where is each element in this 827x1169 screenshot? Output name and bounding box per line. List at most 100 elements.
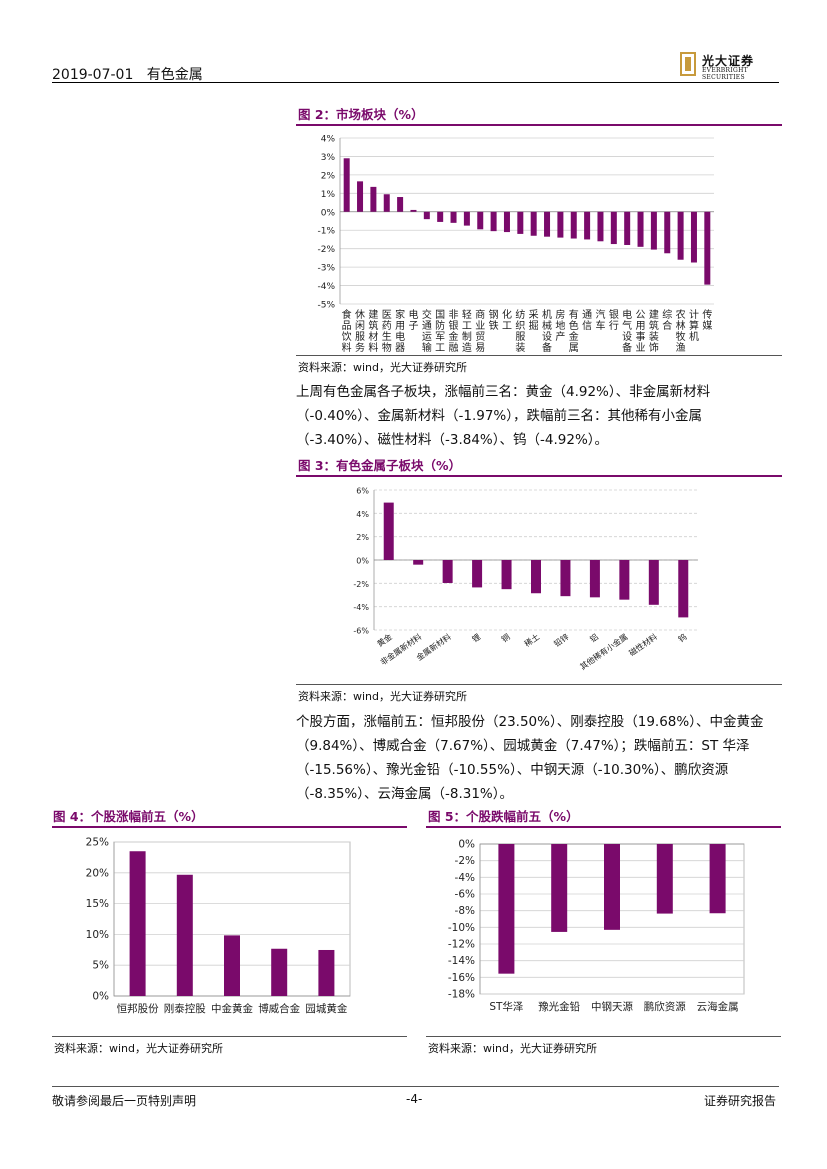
header-divider <box>52 82 779 83</box>
bar <box>597 211 604 242</box>
y-tick-label: -1% <box>317 227 335 237</box>
fig3-chart: 6%4%2%0%-2%-4%-6%黄金非金属新材料金属新材料锂铜稀土 铅锌 铝其他稀… <box>353 487 698 672</box>
bar <box>224 935 240 996</box>
bar <box>176 874 193 996</box>
report-date: 2019-07-01 <box>52 67 134 83</box>
bar <box>619 560 630 600</box>
bar <box>551 844 568 932</box>
bar <box>343 158 350 212</box>
bar <box>490 211 497 232</box>
bar <box>709 844 726 914</box>
y-tick-label: -4% <box>317 282 335 292</box>
y-tick-label: 0% <box>458 839 475 851</box>
fig3-title-rule <box>296 475 782 477</box>
x-category-label: 电气设备 <box>622 308 632 354</box>
x-category-label: 钨 <box>676 631 688 644</box>
logo-name: 光大证券 <box>702 54 755 68</box>
x-category-label: 公用事业 <box>636 310 646 354</box>
x-category-label: 食品饮料 <box>342 308 352 354</box>
bar <box>450 211 457 223</box>
bar <box>531 560 541 594</box>
x-category-label: 中金黄金 <box>211 1002 253 1015</box>
footer-page-number: -4- <box>406 1092 423 1106</box>
bar <box>624 211 631 245</box>
bar <box>437 211 444 222</box>
x-category-label: 纺织服装 <box>515 308 525 354</box>
x-category-label: 休闲服务 <box>355 309 365 354</box>
brand-logo: 光大证券 EVERBRIGHT SECURITIES <box>680 52 780 81</box>
y-tick-label: -4% <box>455 872 475 884</box>
paragraph-stocks: 个股方面，涨幅前五：恒邦股份（23.50%）、刚泰控股（19.68%）、中金黄金… <box>296 714 764 802</box>
x-category-label: 医药生物 <box>382 309 392 354</box>
footer-disclaimer: 敬请参阅最后一页特别声明 <box>52 1094 197 1108</box>
fig2-title: 图 2：市场板块（%） <box>298 107 424 122</box>
bar <box>442 560 453 583</box>
bar <box>397 197 404 212</box>
y-tick-label: 25% <box>86 837 109 849</box>
y-tick-label: -12% <box>448 939 475 951</box>
y-tick-label: 0% <box>92 991 109 1003</box>
y-tick-label: 2% <box>321 171 336 181</box>
y-tick-label: -3% <box>317 264 335 274</box>
x-category-label: 黄金 <box>375 631 394 648</box>
bar <box>472 560 483 588</box>
x-category-label: 采掘 <box>529 309 539 332</box>
bar <box>648 560 659 605</box>
x-category-label: 鹏欣资源 <box>644 1000 686 1013</box>
y-tick-label: -14% <box>448 955 475 967</box>
x-category-label: 轻工制造 <box>462 308 472 354</box>
bar <box>498 844 515 974</box>
x-category-label: 博威合金 <box>258 1002 300 1015</box>
bar <box>557 211 564 238</box>
bar <box>637 211 644 247</box>
x-category-label: 锂 <box>470 631 482 644</box>
fig5-source-rule <box>426 1036 781 1037</box>
x-category-label: 建筑材料 <box>368 308 378 354</box>
bar <box>477 211 484 230</box>
fig5-source: 资料来源：wind，光大证券研究所 <box>428 1042 598 1055</box>
x-category-label: 云海金属 <box>697 1000 739 1013</box>
x-category-label: 家用电器 <box>395 308 405 354</box>
x-category-label: 化工 <box>502 308 512 332</box>
x-category-label: 刚泰控股 <box>164 1002 206 1015</box>
fig3-source-rule <box>296 684 782 685</box>
y-tick-label: 0% <box>356 557 369 566</box>
x-category-label: 铜 <box>499 631 511 644</box>
y-tick-label: -18% <box>448 989 475 1001</box>
x-category-label: 建筑装饰 <box>649 308 659 354</box>
x-category-label: 园城黄金 <box>305 1002 347 1015</box>
fig4-source: 资料来源：wind，光大证券研究所 <box>54 1042 224 1055</box>
fig4-title: 图 4：个股涨幅前五（%） <box>53 809 204 824</box>
bar <box>357 181 364 212</box>
bar <box>501 560 512 590</box>
y-tick-label: 4% <box>356 510 369 519</box>
x-category-label: 综合 <box>662 308 672 332</box>
x-category-label: 通信 <box>582 309 592 332</box>
x-category-label: 其他稀有小金属 <box>578 631 630 671</box>
fig2-chart: 4% 3% 2% 1% 0% -1% -2% -3% -4% -5% 食品饮料休闲服务建筑材料医药生… <box>317 135 714 354</box>
y-tick-label: -6% <box>353 627 369 636</box>
bar <box>656 844 673 914</box>
y-tick-label: -10% <box>448 922 475 934</box>
x-category-label: 稀土 <box>522 631 541 648</box>
y-tick-label: 0% <box>321 208 336 218</box>
y-tick-label: 6% <box>356 487 369 496</box>
y-tick-label: 4% <box>321 135 336 145</box>
report-section: 有色金属 <box>146 67 203 83</box>
y-tick-label: 15% <box>86 898 109 910</box>
x-category-label: 银行 <box>609 308 619 332</box>
bar <box>271 948 288 996</box>
bar <box>650 211 657 250</box>
x-category-label: 计算机 <box>689 308 699 343</box>
fig3-title: 图 3：有色金属子板块（%） <box>298 458 462 473</box>
report-date-section: 2019-07-01 有色金属 <box>52 64 203 84</box>
bar <box>570 211 577 239</box>
footer-report-type: 证券研究报告 <box>704 1094 777 1108</box>
fig4-chart: 25% 20% 15% 10% 5% 0% 恒邦股份 刚泰控股 中金黄金 博威合金 园城黄金 <box>86 837 351 1015</box>
bar <box>318 949 335 996</box>
y-tick-label: -16% <box>448 972 475 984</box>
x-category-label: 铅锌 <box>552 631 571 648</box>
y-tick-label: 2% <box>356 533 369 542</box>
bar <box>129 851 146 996</box>
bar <box>544 211 551 237</box>
